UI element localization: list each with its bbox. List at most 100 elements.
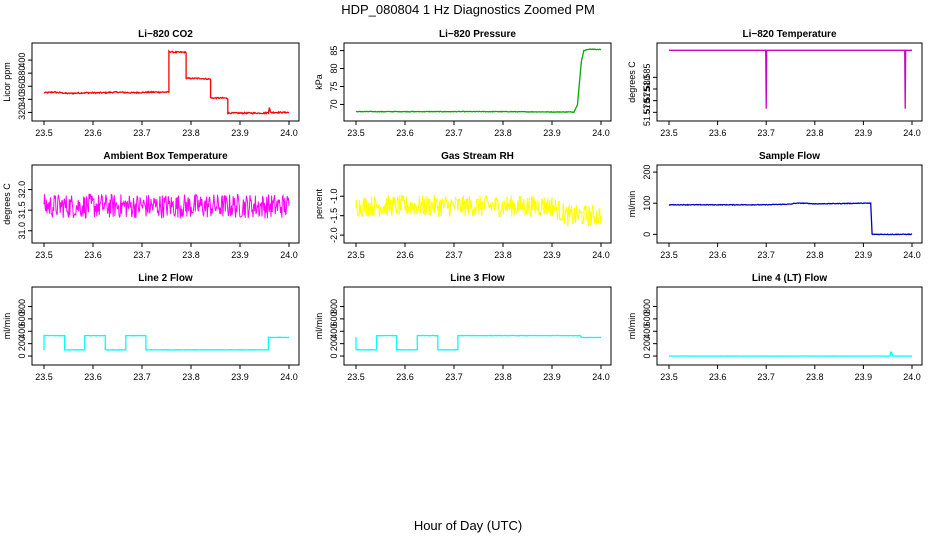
y-tick-label: 0	[642, 354, 652, 359]
y-tick-label: 200	[17, 336, 27, 351]
x-tick-label: 23.9	[855, 372, 873, 382]
x-tick-label: 24.0	[280, 372, 298, 382]
x-tick-label: 23.6	[84, 128, 102, 138]
y-tick-label: -1.0	[329, 188, 339, 204]
y-tick-label: 400	[642, 324, 652, 339]
y-tick-label: 800	[17, 299, 27, 314]
x-tick-label: 23.9	[231, 128, 249, 138]
series-line-pressure	[355, 48, 602, 114]
x-axis-title: Hour of Day (UTC)	[413, 518, 523, 533]
x-tick-label: 23.6	[396, 372, 414, 382]
panel-title: Line 2 Flow	[138, 273, 193, 284]
y-axis-label: Licor ppm	[2, 62, 12, 102]
panel-title: Li−820 CO2	[138, 29, 193, 40]
x-tick-label: 23.5	[35, 128, 53, 138]
x-tick-label: 23.6	[84, 372, 102, 382]
y-tick-label: 200	[642, 336, 652, 351]
series-line-line2	[43, 334, 290, 351]
x-tick-label: 23.5	[660, 250, 678, 260]
y-axis-label: ml/min	[2, 313, 12, 340]
x-tick-label: 23.6	[709, 372, 727, 382]
x-tick-label: 23.9	[543, 250, 561, 260]
y-axis-label: kPa	[314, 74, 324, 90]
y-axis-label: degrees C	[627, 61, 637, 103]
y-tick-label: 800	[642, 299, 652, 314]
x-tick-label: 23.5	[660, 372, 678, 382]
x-tick-label: 23.5	[35, 372, 53, 382]
y-tick-label: 0	[329, 354, 339, 359]
x-tick-label: 23.8	[182, 128, 200, 138]
y-tick-label: 70	[329, 99, 339, 109]
x-tick-label: 23.5	[347, 128, 365, 138]
x-tick-label: 23.7	[133, 128, 151, 138]
panel-line3: Line 3 Flow ml/min 23.5 23.6 23.7 23.8 23.9 24.…	[314, 273, 612, 382]
y-tick-label: 600	[329, 311, 339, 326]
y-tick-label: 380	[17, 66, 27, 81]
series-line-line4	[668, 351, 912, 357]
plot-frame	[343, 286, 612, 366]
y-axis-label: ml/min	[314, 313, 324, 340]
y-tick-label: -2.0	[329, 227, 339, 243]
x-tick-label: 23.7	[757, 250, 775, 260]
plot-frame	[343, 164, 612, 244]
y-tick-label: 51.585	[642, 64, 652, 92]
x-tick-label: 23.6	[396, 250, 414, 260]
y-tick-label: 100	[642, 196, 652, 211]
x-tick-label: 23.8	[182, 250, 200, 260]
x-tick-label: 23.8	[806, 372, 824, 382]
panel-title: Sample Flow	[759, 151, 820, 162]
plot-frame	[31, 286, 300, 366]
y-axis-label: percent	[314, 188, 324, 219]
panel-line4: Line 4 (LT) Flow ml/min 23.5 23.6 23.7 23.8 23…	[627, 273, 923, 382]
y-tick-label: 51.570	[642, 99, 652, 127]
y-tick-label: 400	[329, 324, 339, 339]
x-tick-label: 23.7	[757, 372, 775, 382]
x-tick-label: 23.6	[84, 250, 102, 260]
x-tick-label: 24.0	[592, 250, 610, 260]
x-tick-label: 23.9	[231, 250, 249, 260]
panel-title: Line 3 Flow	[450, 273, 505, 284]
y-axis-label: degrees C	[2, 183, 12, 225]
series-line-sample	[668, 202, 913, 236]
y-tick-label: 0	[642, 232, 652, 237]
y-tick-label: 200	[642, 165, 652, 180]
x-tick-label: 23.7	[133, 250, 151, 260]
plot-frame	[31, 164, 300, 244]
x-tick-label: 23.8	[806, 128, 824, 138]
x-tick-label: 23.9	[231, 372, 249, 382]
x-tick-label: 23.5	[347, 372, 365, 382]
x-tick-label: 23.5	[347, 250, 365, 260]
panel-title: Li−820 Pressure	[439, 29, 516, 40]
panel-title: Gas Stream RH	[441, 151, 514, 162]
x-tick-label: 23.7	[757, 128, 775, 138]
panel-pressure: Li−820 Pressure kPa 23.5 23.6 23.7 23.8 23.9 24…	[314, 29, 612, 138]
y-tick-label: 400	[17, 324, 27, 339]
y-tick-label: 31.5	[17, 201, 27, 219]
panel-sample: Sample Flow ml/min 23.5 23.6 23.7 23.8 23.9 24.…	[627, 151, 923, 260]
panel-title: Ambient Box Temperature	[103, 151, 228, 162]
figure-title: HDP_080804 1 Hz Diagnostics Zoomed PM	[341, 2, 595, 17]
y-tick-label: 200	[329, 336, 339, 351]
x-tick-label: 23.6	[709, 250, 727, 260]
x-tick-label: 23.8	[494, 372, 512, 382]
y-tick-label: 80	[329, 64, 339, 74]
y-tick-label: 600	[642, 311, 652, 326]
y-tick-label: 800	[329, 299, 339, 314]
x-tick-label: 23.6	[396, 128, 414, 138]
y-tick-label: 0	[17, 354, 27, 359]
x-tick-label: 23.8	[494, 128, 512, 138]
x-tick-label: 23.8	[182, 372, 200, 382]
y-tick-label: 85	[329, 46, 339, 56]
panel-ambient: Ambient Box Temperature degrees C 23.5 23.6…	[2, 151, 300, 260]
y-tick-label: 51.575	[642, 87, 652, 115]
series-line-rh	[355, 194, 602, 227]
y-tick-label: 51.580	[642, 75, 652, 103]
y-tick-label: 600	[17, 311, 27, 326]
y-tick-label: 360	[17, 79, 27, 94]
y-tick-label: 75	[329, 81, 339, 91]
x-tick-label: 24.0	[280, 250, 298, 260]
x-tick-label: 23.7	[445, 372, 463, 382]
series-line-co2	[43, 49, 290, 115]
series-line-ambient	[43, 193, 290, 220]
